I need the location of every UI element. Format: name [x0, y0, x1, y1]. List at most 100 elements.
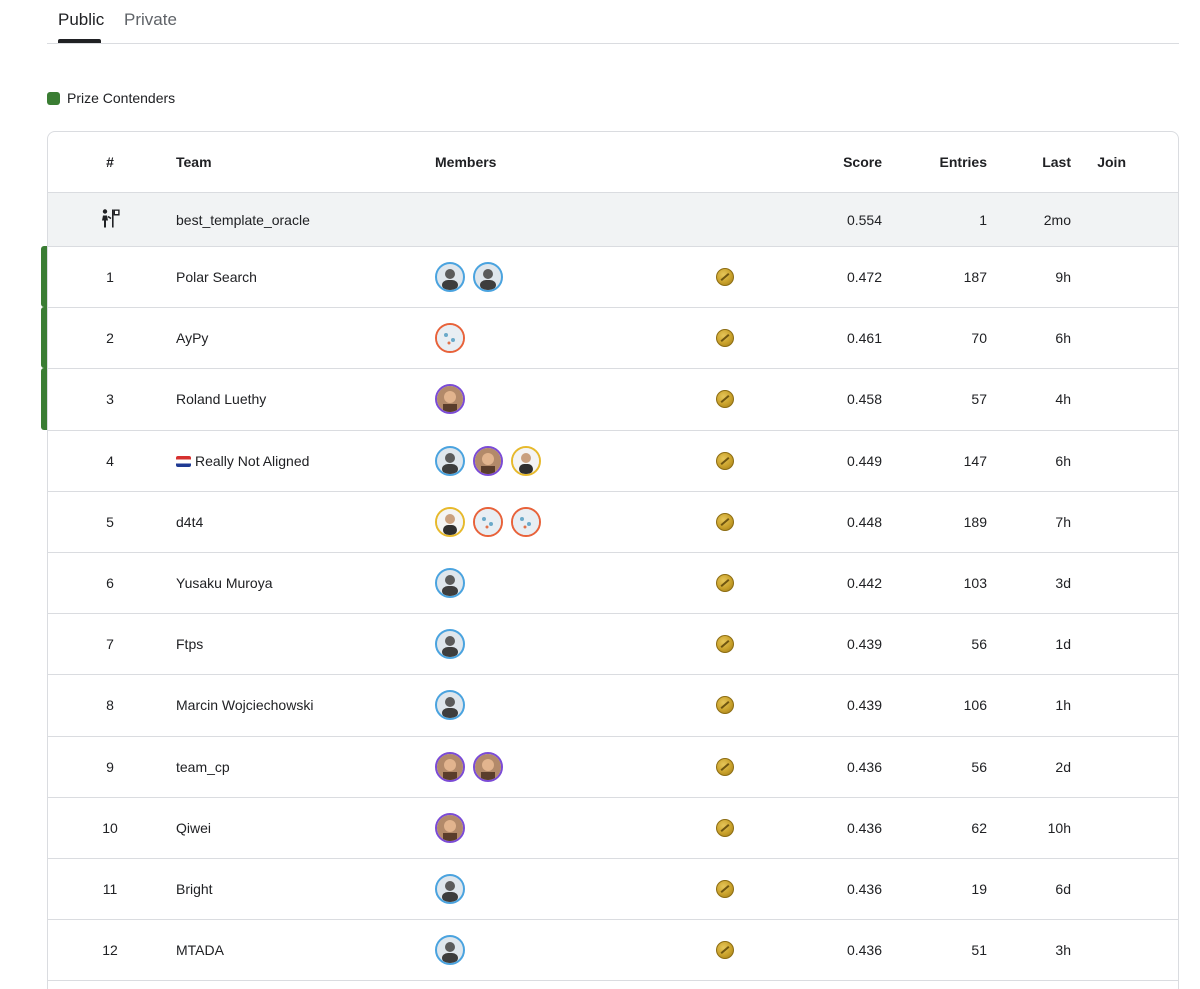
table-row[interactable]: 2 AyPy 0.461 70 6h: [48, 308, 1178, 370]
header-entries: Entries: [939, 154, 987, 170]
table-row[interactable]: 10 Qiwei 0.436 62 10h: [48, 798, 1178, 859]
avatar[interactable]: [435, 506, 465, 537]
row-members: [435, 629, 465, 660]
row-entries: 147: [963, 452, 987, 469]
table-row[interactable]: 5 d4t4 0.448 189 7h: [48, 492, 1178, 553]
row-score: 0.472: [846, 269, 882, 286]
tab-private[interactable]: Private: [124, 10, 177, 29]
row-members: [435, 323, 465, 354]
row-team-name: d4t4: [176, 513, 204, 530]
avatar[interactable]: [435, 812, 465, 843]
row-team-name: Bright: [176, 881, 213, 898]
row-team-name: Ftps: [176, 636, 204, 653]
avatar[interactable]: [435, 690, 465, 721]
row-last: 3h: [1055, 942, 1071, 959]
table-row[interactable]: 8 Marcin Wojciechowski 0.439 106 1h: [48, 675, 1178, 737]
header-join: Join: [1097, 154, 1126, 170]
row-team-name: Yusaku Muroya: [176, 575, 273, 592]
row-members: [435, 568, 465, 599]
row-entries: 56: [971, 758, 987, 775]
avatar[interactable]: [473, 262, 503, 293]
row-score: 0.436: [846, 819, 882, 836]
table-row[interactable]: 9 team_cp 0.436 56 2d: [48, 737, 1178, 798]
medal-icon: [716, 635, 734, 654]
gold-medal-icon: [716, 574, 734, 593]
avatar[interactable]: [435, 629, 465, 660]
avatar[interactable]: [473, 445, 503, 476]
leaderboard-table: # Team Members Score Entries Last Join b…: [47, 131, 1179, 989]
row-team[interactable]: Roland Luethy: [176, 391, 266, 407]
table-header: # Team Members Score Entries Last Join: [48, 132, 1178, 193]
row-members: [435, 690, 465, 721]
row-team[interactable]: Qiwei: [176, 820, 211, 836]
benchmark-icon: [88, 207, 132, 232]
benchmark-row[interactable]: best_template_oracle 0.554 1 2mo: [48, 193, 1178, 247]
table-row[interactable]: 11 Bright 0.436 19 6d: [48, 859, 1178, 921]
row-members: [435, 506, 541, 537]
row-members: [435, 384, 465, 415]
gold-medal-icon: [716, 941, 734, 960]
table-row[interactable]: 12 MTADA 0.436 51 3h: [48, 920, 1178, 982]
table-row[interactable]: 3 Roland Luethy 0.458 57 4h: [48, 369, 1178, 431]
avatar[interactable]: [435, 323, 465, 354]
table-row[interactable]: 7 Ftps 0.439 56 1d: [48, 614, 1178, 676]
row-team[interactable]: d4t4: [176, 514, 203, 530]
row-team[interactable]: Marcin Wojciechowski: [176, 697, 313, 713]
row-members: [435, 935, 465, 966]
tab-public[interactable]: Public: [58, 10, 105, 29]
row-last: 3d: [1055, 575, 1071, 592]
row-team-name: Roland Luethy: [176, 391, 267, 408]
row-team[interactable]: team_cp: [176, 759, 230, 775]
avatar[interactable]: [473, 751, 503, 782]
row-score: 0.458: [846, 391, 882, 408]
row-team[interactable]: Bright: [176, 881, 213, 897]
avatar[interactable]: [435, 874, 465, 905]
row-entries: 56: [971, 636, 987, 653]
row-members: [435, 874, 465, 905]
legend-label: Prize Contenders: [67, 90, 176, 106]
benchmark-entries: 1: [979, 211, 987, 228]
row-rank: 6: [106, 575, 114, 592]
table-row[interactable]: 4 Really Not Aligned 0.449 147 6h: [48, 431, 1178, 492]
row-last: 6h: [1055, 330, 1071, 347]
avatar[interactable]: [435, 445, 465, 476]
flag-icon: [176, 455, 191, 467]
row-team[interactable]: Yusaku Muroya: [176, 575, 273, 591]
prize-contenders-swatch: [47, 92, 60, 105]
row-team[interactable]: Ftps: [176, 636, 203, 652]
avatar[interactable]: [435, 935, 465, 966]
row-entries: 62: [971, 819, 987, 836]
row-team-name: team_cp: [176, 758, 230, 775]
avatar[interactable]: [435, 751, 465, 782]
row-members: [435, 751, 503, 782]
avatar[interactable]: [435, 568, 465, 599]
row-team[interactable]: Polar Search: [176, 269, 257, 285]
medal-icon: [716, 268, 734, 287]
row-rank: 3: [106, 391, 114, 408]
avatar[interactable]: [435, 384, 465, 415]
avatar[interactable]: [511, 506, 541, 537]
row-team[interactable]: Really Not Aligned: [176, 453, 309, 469]
prize-contender-marker: [41, 246, 47, 308]
avatar[interactable]: [435, 262, 465, 293]
avatar[interactable]: [511, 445, 541, 476]
avatar[interactable]: [473, 506, 503, 537]
medal-icon: [716, 880, 734, 899]
gold-medal-icon: [716, 818, 734, 837]
row-rank: 11: [102, 881, 118, 898]
row-team-name: AyPy: [176, 330, 209, 347]
row-entries: 51: [971, 942, 987, 959]
medal-icon: [716, 696, 734, 715]
table-row[interactable]: 1 Polar Search 0.472 187 9h: [48, 247, 1178, 309]
row-team[interactable]: AyPy: [176, 330, 208, 346]
header-score[interactable]: Score: [843, 154, 882, 170]
gold-medal-icon: [716, 635, 734, 654]
benchmark-team[interactable]: best_template_oracle: [176, 211, 310, 228]
row-rank: 9: [106, 758, 114, 775]
row-team[interactable]: MTADA: [176, 942, 224, 958]
row-score: 0.439: [846, 697, 882, 714]
medal-icon: [716, 574, 734, 593]
row-rank: 4: [106, 452, 114, 469]
table-row[interactable]: 6 Yusaku Muroya 0.442 103 3d: [48, 553, 1178, 615]
header-last: Last: [1042, 154, 1071, 170]
